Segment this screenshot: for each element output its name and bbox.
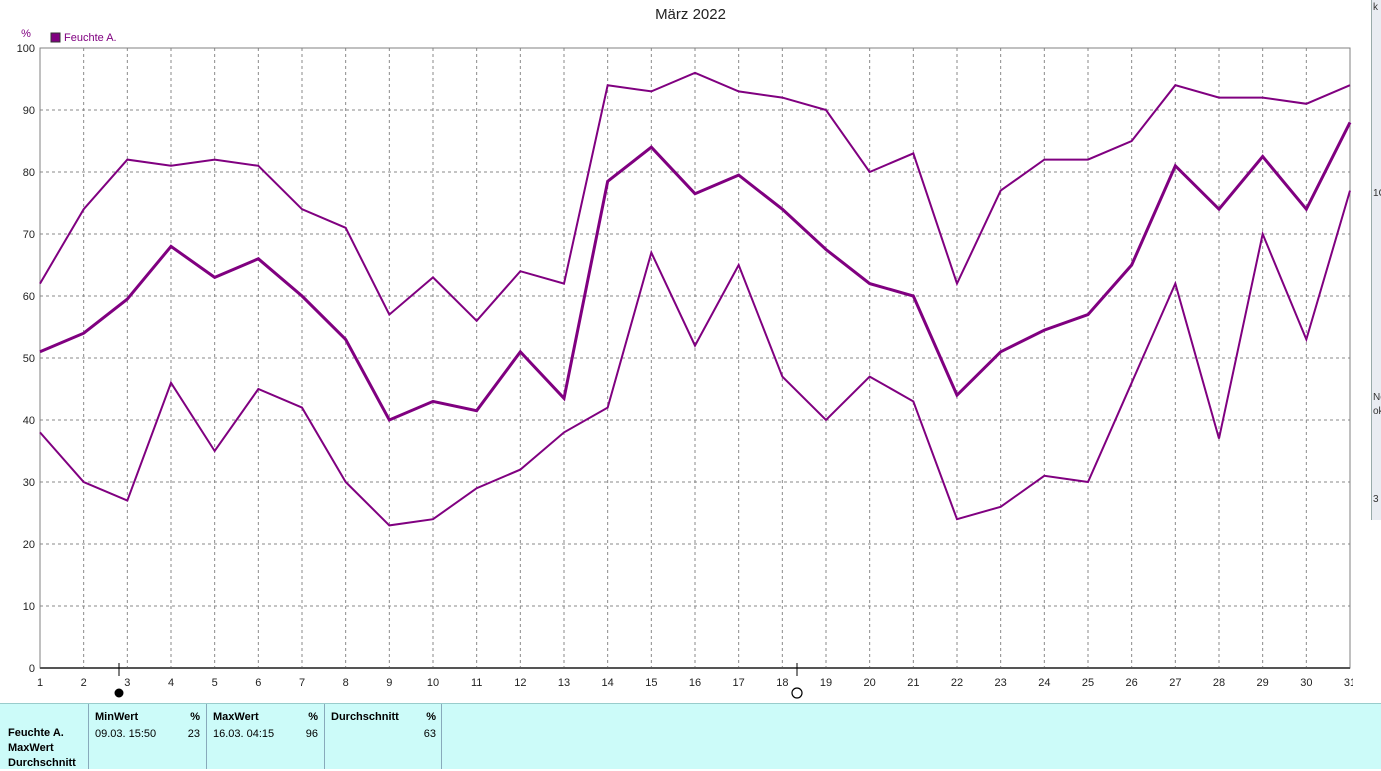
- x-tick-label: 21: [907, 677, 919, 689]
- background-window-strip: k 1C No ok 3: [1353, 0, 1381, 700]
- x-tick-label: 30: [1300, 677, 1312, 689]
- y-tick-label: 40: [23, 415, 35, 427]
- full-moon-icon: [791, 687, 803, 699]
- max-date: 16.03. 04:15: [213, 728, 275, 740]
- y-tick-label: 60: [23, 291, 35, 303]
- edge-text: ok: [1373, 406, 1381, 417]
- x-tick-label: 9: [386, 677, 392, 689]
- x-tick-label: 29: [1257, 677, 1269, 689]
- min-value: 23: [187, 728, 200, 740]
- y-tick-label: 90: [23, 105, 35, 117]
- axes: [39, 47, 1351, 699]
- x-tick-label: 4: [168, 677, 174, 689]
- x-tick-label: 25: [1082, 677, 1094, 689]
- x-tick-label: 19: [820, 677, 832, 689]
- x-tick-label: 3: [124, 677, 130, 689]
- x-tick-label: 17: [733, 677, 745, 689]
- y-tick-label: 50: [23, 353, 35, 365]
- x-tick-label: 10: [427, 677, 439, 689]
- avg-unit: %: [426, 711, 436, 723]
- edge-text: No: [1373, 392, 1381, 403]
- x-tick-label: 6: [255, 677, 261, 689]
- edge-text: k: [1373, 2, 1378, 13]
- x-tick-label: 11: [471, 677, 482, 689]
- row-label-avg: Durchschnitt: [8, 757, 76, 769]
- x-tick-label: 13: [558, 677, 570, 689]
- x-tick-label: 24: [1038, 677, 1050, 689]
- y-tick-label: 10: [23, 601, 35, 613]
- max-column: MaxWert % 16.03. 04:15 96: [206, 704, 324, 769]
- x-tick-label: 22: [951, 677, 963, 689]
- y-tick-label: 100: [17, 43, 35, 55]
- row-labels: Feuchte A. MaxWert Durchschnitt: [8, 726, 76, 771]
- series-line-min: [39, 190, 1351, 527]
- legend-entry: Feuchte A.: [64, 32, 117, 44]
- grid: [40, 48, 1350, 668]
- x-tick-label: 12: [514, 677, 526, 689]
- max-value: 96: [305, 728, 318, 740]
- series-layer: [39, 71, 1352, 527]
- x-tick-label: 15: [645, 677, 657, 689]
- x-tick-label: 18: [776, 677, 788, 689]
- max-unit: %: [308, 711, 318, 723]
- min-date: 09.03. 15:50: [95, 728, 157, 740]
- x-tick-label: 23: [995, 677, 1007, 689]
- row-label-sensor: Feuchte A.: [8, 727, 64, 739]
- edge-text: 1C: [1373, 188, 1381, 199]
- x-tick-label: 5: [212, 677, 218, 689]
- series-line-avg: [39, 121, 1352, 422]
- series-line-max: [39, 71, 1351, 323]
- avg-value: 63: [423, 728, 436, 740]
- x-tick-label: 2: [81, 677, 87, 689]
- legend-swatch: [50, 32, 61, 43]
- x-tick-label: 16: [689, 677, 701, 689]
- row-label-max: MaxWert: [8, 742, 54, 754]
- y-tick-label: 20: [23, 539, 35, 551]
- statistics-panel: Feuchte A. MaxWert Durchschnitt MinWert …: [0, 703, 1381, 769]
- avg-column: Durchschnitt % 63: [324, 704, 442, 769]
- window-edge: [1371, 0, 1381, 520]
- x-tick-label: 1: [37, 677, 43, 689]
- min-unit: %: [190, 711, 200, 723]
- chart-title: März 2022: [655, 6, 726, 23]
- min-header: MinWert: [95, 711, 139, 723]
- x-tick-label: 14: [602, 677, 614, 689]
- x-tick-label: 26: [1126, 677, 1138, 689]
- x-tick-label: 20: [864, 677, 876, 689]
- y-tick-label: 70: [23, 229, 35, 241]
- y-tick-label: 30: [23, 477, 35, 489]
- column-divider: [441, 704, 442, 769]
- min-column: MinWert % 09.03. 15:50 23: [88, 704, 206, 769]
- x-tick-label: 28: [1213, 677, 1225, 689]
- x-tick-label: 27: [1169, 677, 1181, 689]
- y-tick-label: 80: [23, 167, 35, 179]
- y-axis-label: %: [21, 28, 31, 40]
- x-tick-label: 7: [299, 677, 305, 689]
- avg-header: Durchschnitt: [331, 711, 399, 723]
- x-tick-label: 8: [343, 677, 349, 689]
- max-header: MaxWert: [213, 711, 259, 723]
- y-tick-label: 0: [29, 663, 35, 675]
- edge-text: 3: [1373, 494, 1379, 505]
- new-moon-icon: [114, 688, 124, 698]
